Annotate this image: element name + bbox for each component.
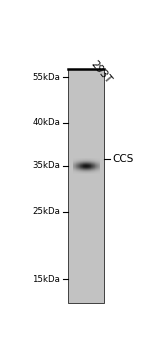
Text: 40kDa: 40kDa [32, 118, 60, 127]
Bar [68, 69, 104, 303]
Text: 55kDa: 55kDa [32, 72, 60, 82]
Text: 35kDa: 35kDa [32, 161, 60, 170]
Text: CCS: CCS [112, 154, 133, 164]
Text: 25kDa: 25kDa [32, 207, 60, 216]
Text: 293T: 293T [88, 58, 113, 85]
Text: 15kDa: 15kDa [32, 275, 60, 284]
